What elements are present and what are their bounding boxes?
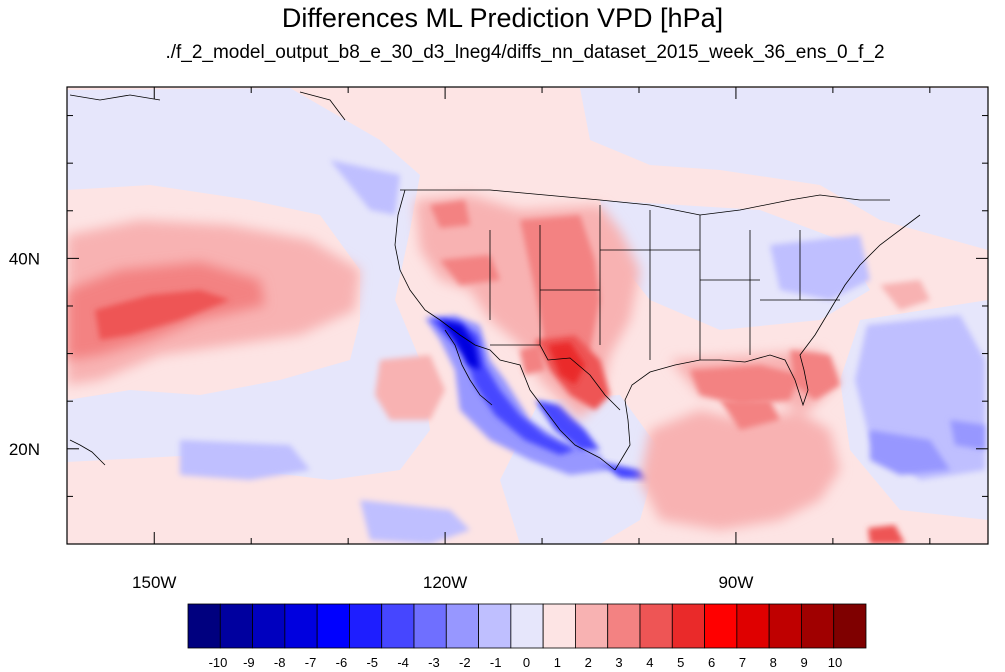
colorbar-label: 4	[646, 655, 653, 670]
blue-atlantic-core	[870, 430, 950, 475]
gulf-atlantic-coastline	[614, 214, 921, 471]
colorbar-swatch	[542, 603, 576, 649]
colorbar-swatch	[736, 603, 770, 649]
colorbar-swatch	[252, 603, 286, 649]
red-sonora-patch	[520, 345, 545, 375]
colorbar-swatch	[607, 603, 641, 649]
plot-area	[67, 87, 988, 544]
red-oregon-patch	[430, 200, 470, 228]
red-florida-zone	[790, 350, 840, 400]
colorbar-label: -4	[397, 655, 409, 670]
colorbar-label: 3	[615, 655, 622, 670]
colorbar-swatch	[704, 603, 738, 649]
blue-pacific-south	[360, 500, 470, 544]
axis-ticks: 150W 120W 90W 40N 20N	[9, 87, 988, 592]
colorbar-label: -6	[336, 655, 348, 670]
colorbar-label: 1	[554, 655, 561, 670]
colorbar-swatch	[510, 603, 544, 649]
colorbar-swatch	[284, 603, 318, 649]
lat-tick-label: 40N	[9, 249, 40, 268]
colorbar-label: 9	[801, 655, 808, 670]
coastlines	[69, 91, 921, 471]
blue-northeast-patch	[770, 235, 870, 300]
light-blue-north-zone	[580, 88, 988, 250]
colorbar-label: 7	[739, 655, 746, 670]
colorbar-swatch	[478, 603, 512, 649]
colorbar-swatch	[381, 603, 415, 649]
colorbar-label: -5	[366, 655, 378, 670]
blue-northwest-coast	[330, 160, 400, 215]
blue-atlantic-core-east	[950, 420, 985, 450]
colorbar-label: -8	[274, 655, 286, 670]
red-gulf-core	[720, 400, 780, 430]
colorbar-swatch	[671, 603, 705, 649]
red-chihuahua-core	[548, 342, 585, 385]
hawaii-islands	[69, 439, 106, 466]
colorbar-label: -3	[428, 655, 440, 670]
red-gulf-coast	[690, 365, 800, 405]
colorbar-swatch	[413, 603, 447, 649]
colorbar-label: -7	[305, 655, 317, 670]
blue-pacific-patch	[180, 440, 310, 480]
red-nevada-patch	[440, 255, 500, 285]
blue-mexico-south-coast	[600, 462, 650, 480]
colorbar-swatch	[187, 603, 221, 649]
colorbar-swatch	[833, 603, 867, 649]
colorbar-label: 5	[677, 655, 684, 670]
colorbar-label: 10	[828, 655, 842, 670]
colorbar-label: -2	[459, 655, 471, 670]
colorbar-swatch	[349, 603, 383, 649]
colorbar-swatch	[445, 603, 479, 649]
state-boundaries	[489, 205, 840, 360]
alaska-coast	[69, 91, 346, 121]
red-pacific-core	[95, 290, 230, 340]
colorbar: -10 -9 -8 -7 -6 -5 -4 -3 -2 -1 0 1 2 3 4 5 6 7 8 9 10	[187, 603, 867, 670]
lon-tick-label: 120W	[423, 573, 467, 592]
positive-anomaly-fields	[67, 195, 930, 544]
colorbar-swatch	[768, 603, 802, 649]
map-title: Differences ML Prediction VPD [hPa]	[281, 3, 724, 33]
colorbar-label: 0	[523, 655, 530, 670]
baja-coastline	[444, 329, 493, 406]
negative-anomaly-fields	[67, 88, 988, 544]
colorbar-swatch	[801, 603, 835, 649]
pink-atlantic-patch	[880, 280, 930, 310]
lat-tick-label: 20N	[9, 440, 40, 459]
canada-us-border	[400, 189, 890, 216]
colorbar-label: 6	[708, 655, 715, 670]
red-caribbean-patch	[868, 525, 905, 544]
pink-offshore-patch	[375, 355, 445, 420]
light-blue-ocean-zone	[67, 88, 430, 480]
colorbar-label: -9	[243, 655, 255, 670]
pacific-coastline	[394, 189, 616, 471]
colorbar-label: -1	[490, 655, 502, 670]
map-subtitle: ./f_2_model_output_b8_e_30_d3_lneg4/diff…	[165, 42, 885, 63]
colorbar-swatch	[575, 603, 609, 649]
lon-tick-label: 150W	[132, 573, 176, 592]
colorbar-label: -10	[209, 655, 228, 670]
lon-tick-label: 90W	[718, 573, 753, 592]
colorbar-label: 2	[585, 655, 592, 670]
blue-gulf-california	[535, 400, 600, 450]
map-frame	[66, 86, 989, 545]
blue-baja-core	[440, 320, 480, 370]
colorbar-label: 8	[770, 655, 777, 670]
colorbar-swatch	[219, 603, 253, 649]
colorbar-swatch	[639, 603, 673, 649]
colorbar-swatch	[316, 603, 350, 649]
light-blue-midwest-zone	[600, 200, 870, 330]
